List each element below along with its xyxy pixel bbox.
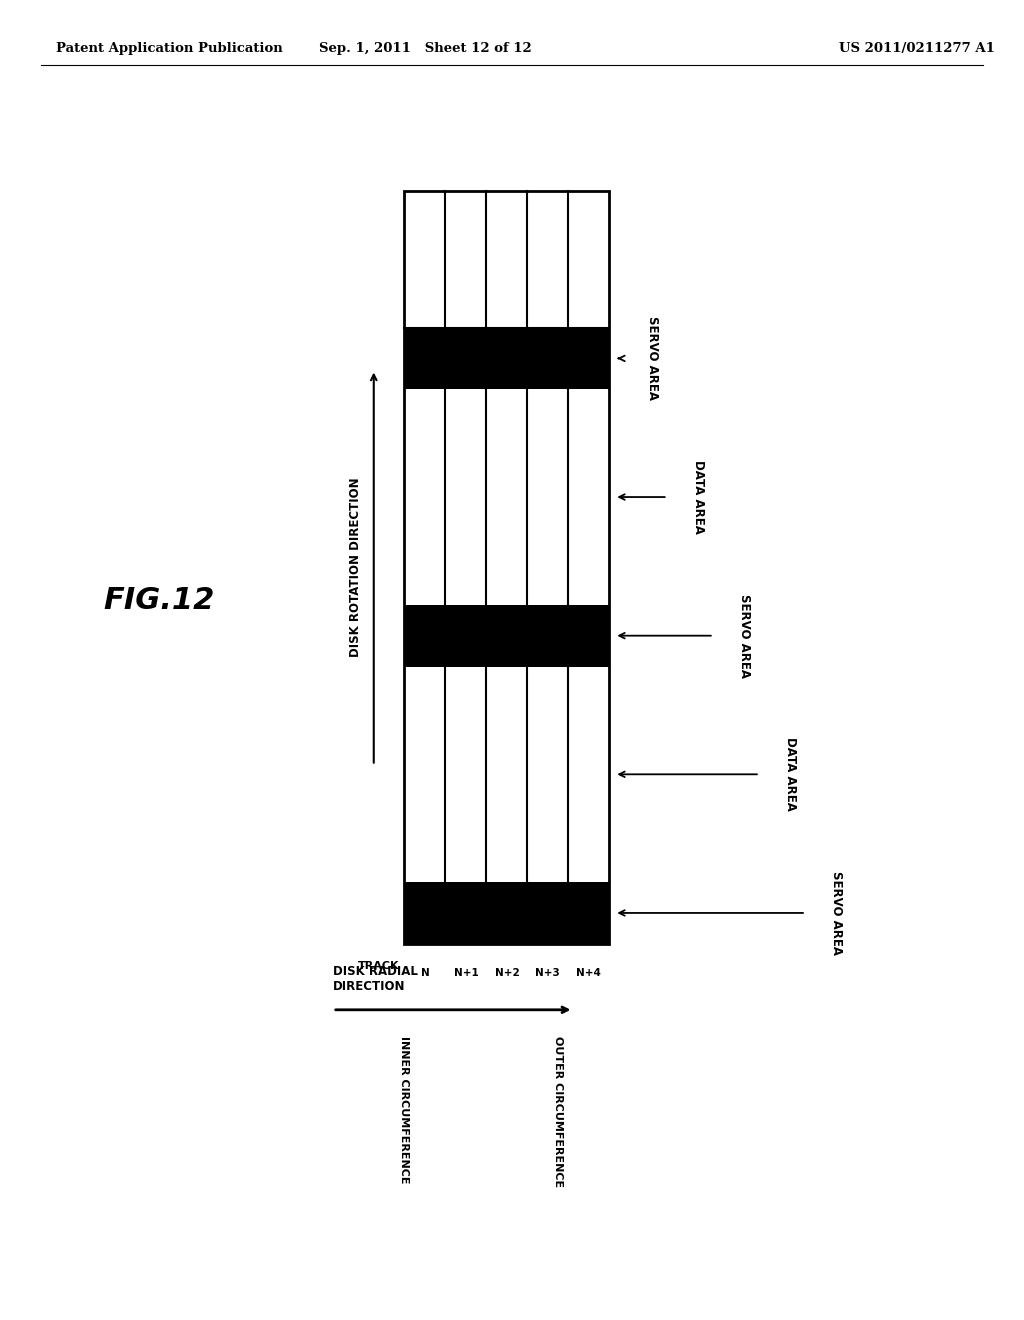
Text: DATA AREA: DATA AREA [692, 461, 705, 535]
Text: Patent Application Publication: Patent Application Publication [56, 42, 283, 54]
Text: N+3: N+3 [536, 968, 560, 978]
Text: N: N [421, 968, 429, 978]
Text: DISK RADIAL
DIRECTION: DISK RADIAL DIRECTION [333, 965, 418, 993]
Text: SERVO AREA: SERVO AREA [738, 594, 751, 677]
Text: N+1: N+1 [454, 968, 478, 978]
Text: DATA AREA: DATA AREA [784, 738, 797, 812]
Bar [404, 605, 609, 667]
Text: SERVO AREA: SERVO AREA [830, 871, 843, 954]
Text: FIG.12: FIG.12 [103, 586, 214, 615]
Text: DISK ROTATION DIRECTION: DISK ROTATION DIRECTION [349, 478, 361, 657]
Text: N+2: N+2 [495, 968, 519, 978]
Text: INNER CIRCUMFERENCE: INNER CIRCUMFERENCE [399, 1036, 410, 1184]
Text: Sep. 1, 2011   Sheet 12 of 12: Sep. 1, 2011 Sheet 12 of 12 [318, 42, 531, 54]
Bar [404, 191, 609, 944]
Bar [404, 882, 609, 944]
Text: TRACK: TRACK [357, 961, 399, 972]
Text: OUTER CIRCUMFERENCE: OUTER CIRCUMFERENCE [553, 1036, 563, 1187]
Text: N+4: N+4 [577, 968, 601, 978]
Text: SERVO AREA: SERVO AREA [646, 317, 658, 400]
Bar [404, 327, 609, 389]
Text: US 2011/0211277 A1: US 2011/0211277 A1 [839, 42, 994, 54]
